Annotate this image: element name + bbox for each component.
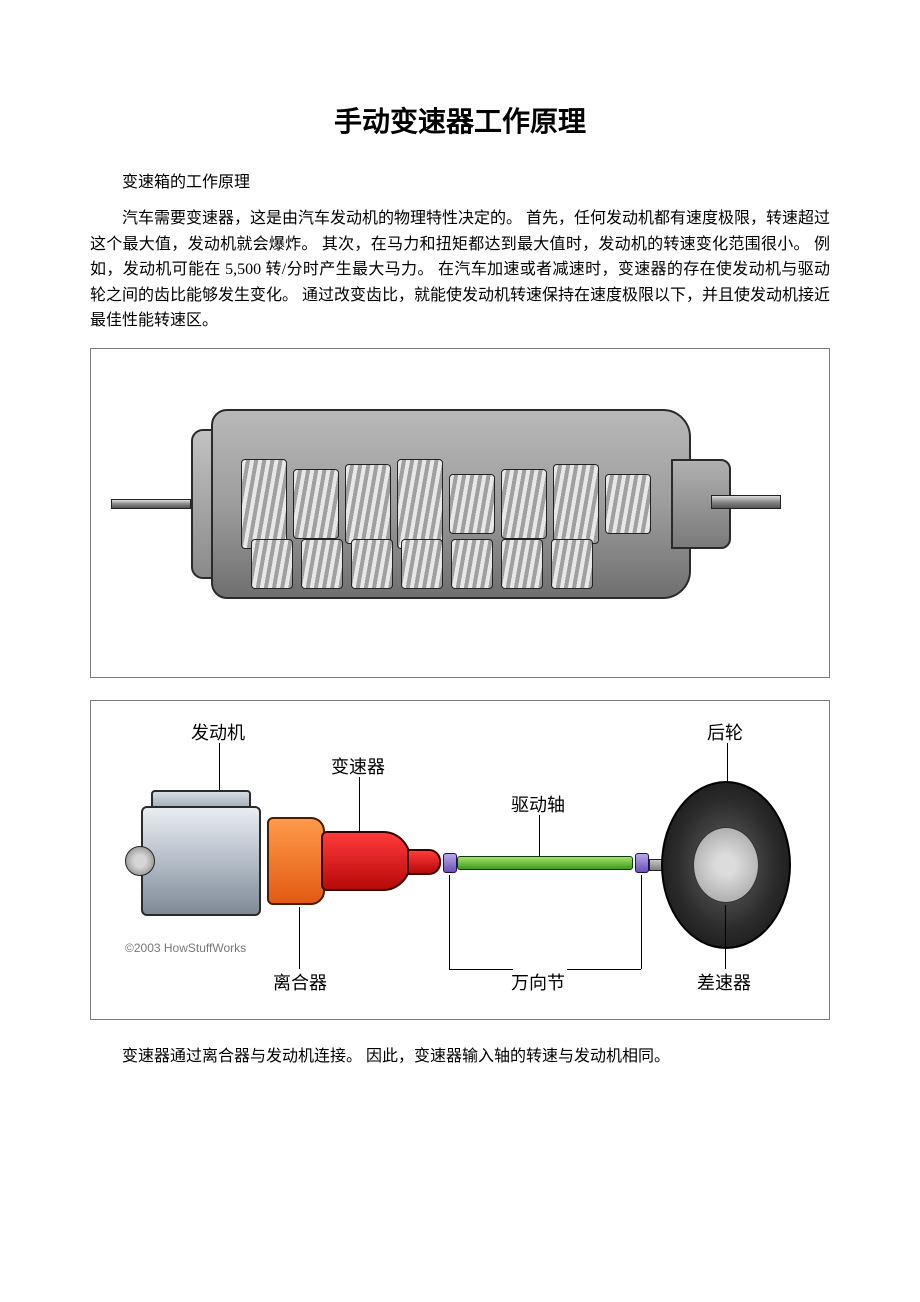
intro-paragraph: 汽车需要变速器，这是由汽车发动机的物理特性决定的。 首先，任何发动机都有速度极限… bbox=[90, 206, 830, 334]
gear-row-bottom bbox=[251, 539, 593, 589]
gear bbox=[501, 469, 547, 539]
gear bbox=[293, 469, 339, 539]
gear bbox=[251, 539, 293, 589]
universal-joint bbox=[443, 853, 457, 873]
leader-line bbox=[449, 969, 513, 970]
gear bbox=[345, 464, 391, 544]
transmission-case bbox=[321, 831, 411, 891]
clutch-housing bbox=[267, 817, 325, 905]
gear bbox=[553, 464, 599, 544]
label-engine: 发动机 bbox=[191, 719, 245, 745]
drive-shaft bbox=[457, 856, 633, 870]
input-shaft bbox=[111, 499, 191, 509]
gear bbox=[449, 474, 495, 534]
gear-row-top bbox=[241, 459, 651, 549]
page-title: 手动变速器工作原理 bbox=[90, 100, 830, 140]
leader-line bbox=[359, 777, 360, 835]
label-rear-wheel: 后轮 bbox=[707, 719, 743, 745]
output-shaft bbox=[711, 495, 781, 509]
transmission-tail bbox=[407, 849, 441, 875]
gear bbox=[501, 539, 543, 589]
engine-pulley bbox=[125, 846, 155, 876]
transmission-cutaway-graphic bbox=[171, 399, 711, 619]
leader-line bbox=[449, 875, 450, 969]
drivetrain-graphic: 发动机 变速器 驱动轴 后轮 离合器 万向节 bbox=[91, 701, 829, 1019]
label-differential: 差速器 bbox=[697, 969, 751, 995]
gear bbox=[301, 539, 343, 589]
leader-line bbox=[725, 905, 726, 969]
figure-drivetrain-layout: 发动机 变速器 驱动轴 后轮 离合器 万向节 bbox=[90, 700, 830, 1020]
leader-line bbox=[299, 907, 300, 969]
leader-line bbox=[539, 815, 540, 859]
gear bbox=[401, 539, 443, 589]
figure-copyright: ©2003 HowStuffWorks bbox=[125, 941, 246, 955]
leader-line bbox=[641, 875, 642, 969]
leader-line bbox=[727, 743, 728, 785]
gear bbox=[351, 539, 393, 589]
leader-line bbox=[567, 969, 641, 970]
section-subtitle: 变速箱的工作原理 bbox=[90, 168, 830, 192]
label-transmission: 变速器 bbox=[331, 753, 385, 779]
gear bbox=[241, 459, 287, 549]
differential-hub bbox=[693, 827, 759, 903]
label-clutch: 离合器 bbox=[273, 969, 327, 995]
gear bbox=[397, 459, 443, 549]
gear bbox=[451, 539, 493, 589]
label-ujoint: 万向节 bbox=[511, 969, 565, 995]
gear bbox=[551, 539, 593, 589]
gear bbox=[605, 474, 651, 534]
universal-joint bbox=[635, 853, 649, 873]
label-driveshaft: 驱动轴 bbox=[511, 791, 565, 817]
engine-body bbox=[141, 806, 261, 916]
closing-paragraph: 变速器通过离合器与发动机连接。 因此，变速器输入轴的转速与发动机相同。 bbox=[90, 1042, 830, 1066]
engine-block bbox=[131, 796, 281, 926]
figure-transmission-cutaway bbox=[90, 348, 830, 678]
